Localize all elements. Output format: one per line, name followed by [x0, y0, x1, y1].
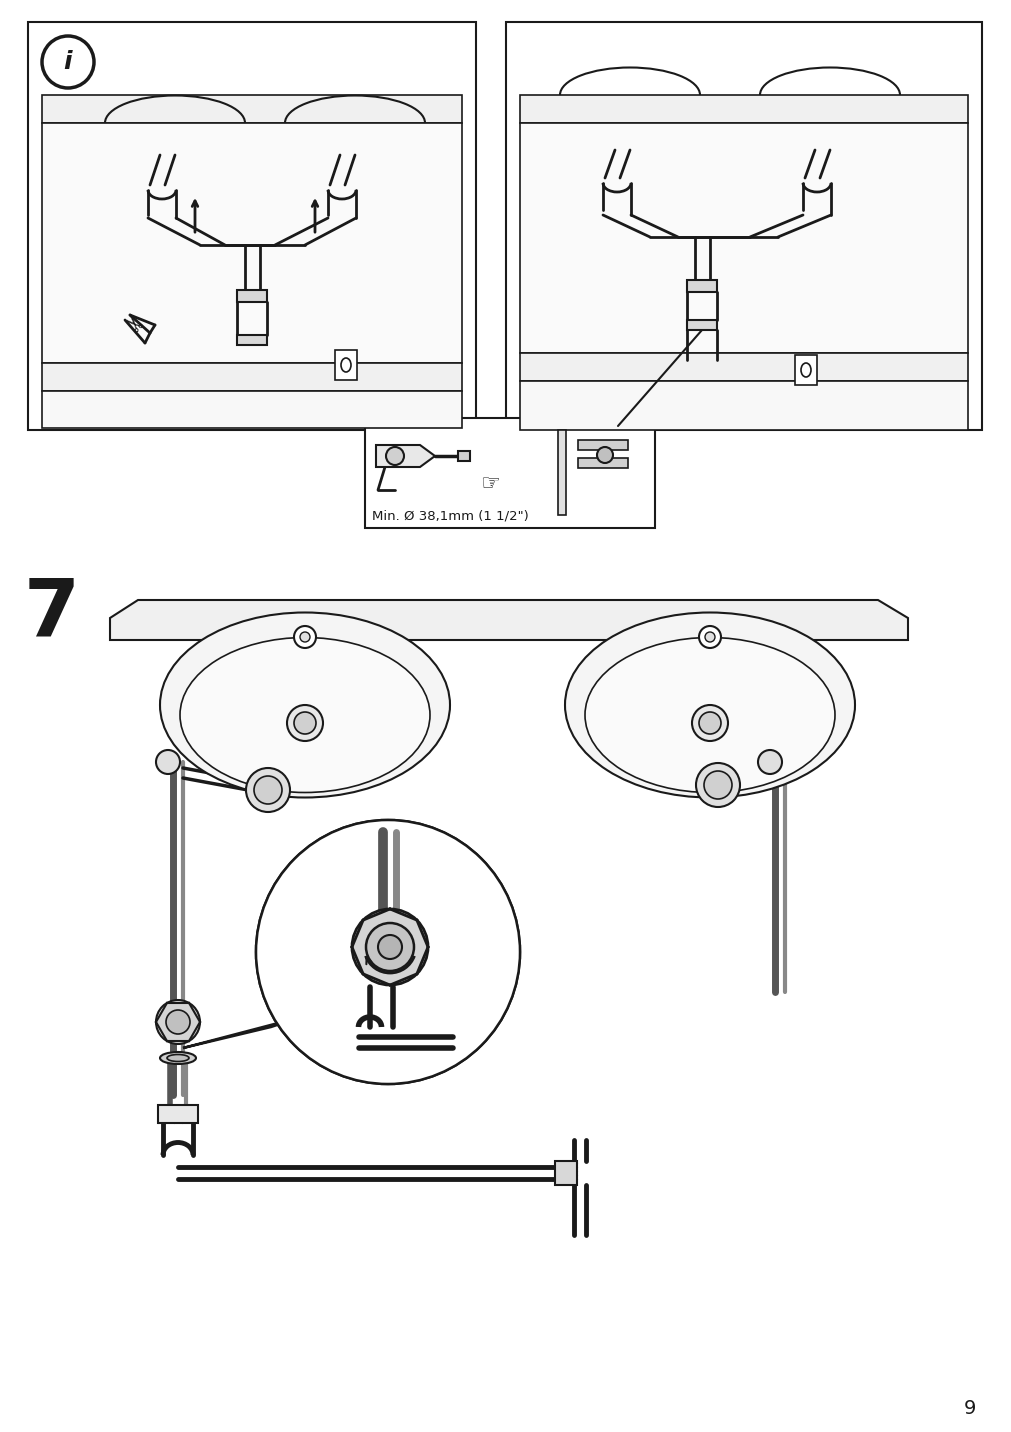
Bar: [28, 21, 475, 430]
Circle shape: [42, 36, 94, 87]
Bar: [335, 349, 357, 379]
Text: 9: 9: [962, 1399, 976, 1418]
Circle shape: [156, 750, 180, 775]
Bar: [520, 354, 968, 381]
Bar: [42, 95, 462, 123]
Bar: [577, 440, 628, 450]
Bar: [237, 335, 267, 345]
Bar: [365, 418, 654, 528]
Bar: [158, 1106, 198, 1123]
Bar: [557, 430, 565, 516]
Ellipse shape: [180, 637, 430, 792]
Circle shape: [256, 821, 520, 1084]
Ellipse shape: [167, 1054, 189, 1061]
Bar: [520, 95, 968, 123]
Ellipse shape: [584, 637, 834, 792]
Circle shape: [385, 447, 403, 465]
Circle shape: [378, 935, 401, 959]
Ellipse shape: [801, 362, 810, 377]
Text: 7: 7: [24, 576, 80, 653]
Circle shape: [256, 821, 520, 1084]
Bar: [42, 123, 462, 362]
Bar: [686, 319, 716, 329]
Bar: [795, 355, 816, 385]
Circle shape: [757, 750, 782, 775]
Circle shape: [352, 909, 428, 985]
Circle shape: [596, 447, 613, 463]
Circle shape: [294, 712, 315, 735]
Circle shape: [294, 626, 315, 649]
Bar: [506, 21, 981, 430]
Text: ☞: ☞: [479, 474, 499, 494]
Ellipse shape: [564, 613, 854, 798]
Circle shape: [246, 768, 290, 812]
Circle shape: [705, 632, 715, 642]
Polygon shape: [376, 445, 435, 467]
Bar: [686, 281, 716, 292]
Bar: [458, 451, 469, 461]
Bar: [577, 458, 628, 468]
Polygon shape: [42, 391, 462, 428]
Bar: [554, 1161, 576, 1186]
Text: i: i: [64, 50, 72, 74]
Text: Min. Ø 38,1mm (1 1/2"): Min. Ø 38,1mm (1 1/2"): [371, 510, 528, 523]
Circle shape: [156, 1000, 200, 1044]
Polygon shape: [520, 381, 968, 430]
Ellipse shape: [160, 1053, 196, 1064]
Polygon shape: [183, 1017, 300, 1048]
Ellipse shape: [341, 358, 351, 372]
Circle shape: [287, 705, 323, 740]
Circle shape: [699, 626, 720, 649]
Circle shape: [299, 632, 309, 642]
Bar: [237, 291, 267, 302]
Circle shape: [366, 924, 413, 971]
Text: ✂: ✂: [121, 306, 149, 334]
Circle shape: [166, 1010, 190, 1034]
Bar: [520, 123, 968, 354]
Circle shape: [699, 712, 720, 735]
Circle shape: [254, 776, 282, 803]
Ellipse shape: [160, 613, 450, 798]
Polygon shape: [110, 600, 907, 640]
Circle shape: [704, 770, 731, 799]
Circle shape: [696, 763, 739, 808]
Circle shape: [692, 705, 727, 740]
Bar: [42, 362, 462, 391]
